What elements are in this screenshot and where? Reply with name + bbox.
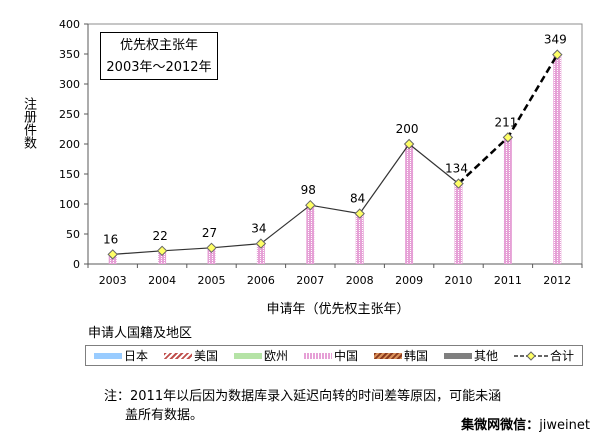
total-label-2009: 200	[396, 122, 419, 136]
chart: 0 50 100 150 200 250 300 350 400 2003 2004 2005 2006…	[59, 18, 583, 287]
china-bar-2012	[553, 54, 562, 264]
total-marker-2003	[107, 249, 118, 260]
y-axis-title: 注册件数	[21, 97, 36, 149]
y-tick-label-50: 50	[66, 228, 80, 241]
x-tick-label-2004: 2004	[148, 274, 176, 287]
total-label-2006: 34	[251, 222, 266, 236]
total-label-2008: 84	[350, 192, 365, 206]
credit-label: 集微网微信：	[461, 418, 540, 433]
total-marker-2010	[453, 178, 464, 189]
total-marker-2007	[305, 199, 316, 211]
legend-swatch-other	[443, 352, 472, 359]
total-marker-2011	[502, 132, 514, 143]
legend-label-korea: 韩国	[403, 349, 428, 363]
legend-swatch-europe	[233, 352, 262, 359]
legend-item-china: 中国	[303, 347, 358, 364]
y-tick-label-0: 0	[73, 258, 80, 271]
diamond-marker-icon	[526, 350, 536, 361]
y-tick-label-250: 250	[59, 108, 80, 121]
legend-label-europe: 欧州	[263, 349, 288, 363]
china-bar-2006	[256, 243, 265, 264]
total-label-2011: 211	[494, 115, 517, 129]
total-label-2007: 98	[301, 183, 316, 197]
legend-swatch-usa	[163, 352, 192, 359]
total-line-solid	[112, 143, 459, 255]
legend-item-usa: 美国	[163, 347, 218, 364]
total-label-2003: 16	[103, 232, 118, 246]
legend-label-china: 中国	[333, 349, 358, 363]
x-tick-label-2006: 2006	[247, 274, 275, 287]
total-marker-2008	[354, 208, 365, 219]
legend-label-usa: 美国	[193, 349, 218, 363]
total-marker-2005	[206, 242, 217, 254]
china-bar-2004	[158, 250, 167, 264]
legend-swatch-china	[303, 352, 332, 359]
y-tick-label-200: 200	[59, 138, 80, 151]
footnote-line-2: 盖所有数据。	[125, 408, 204, 423]
x-tick-label-2010: 2010	[445, 274, 473, 287]
china-bar-2011	[503, 137, 512, 264]
x-tick-label-2012: 2012	[543, 274, 571, 287]
legend-item-other: 其他	[443, 347, 498, 364]
y-tick-label-300: 300	[59, 78, 80, 91]
total-marker-2006	[255, 238, 267, 249]
x-tick-label-2011: 2011	[494, 274, 522, 287]
legend-label-japan: 日本	[123, 349, 148, 363]
legend-swatch-total	[513, 350, 548, 361]
legend-label-total: 合计	[549, 349, 574, 363]
x-axis-title: 申请年（优先权主张年）	[266, 302, 410, 317]
legend-item-japan: 日本	[93, 347, 148, 364]
total-label-2012: 349	[544, 33, 567, 47]
total-label-2010: 134	[445, 162, 468, 176]
legend-item-korea: 韩国	[373, 347, 428, 364]
source-credit: 集微网微信：jiweinet	[461, 414, 590, 433]
china-bar-2009	[405, 144, 414, 264]
x-tick-label-2007: 2007	[296, 274, 324, 287]
china-bar-2010	[454, 183, 463, 264]
credit-handle: jiweinet	[539, 418, 590, 433]
legend-item-europe: 欧州	[233, 347, 288, 364]
china-bar-2005	[207, 247, 216, 264]
china-bar-2008	[355, 213, 364, 264]
china-bar-2007	[306, 205, 315, 264]
x-tick-label-2005: 2005	[198, 274, 226, 287]
period-box: 优先权主张年 2003年～2012年	[100, 32, 218, 80]
total-marker-2009	[403, 138, 415, 150]
y-tick-label-100: 100	[59, 198, 80, 211]
period-box-title: 优先权主张年	[119, 38, 198, 53]
legend-label-other: 其他	[473, 349, 498, 363]
x-tick-label-2009: 2009	[395, 274, 423, 287]
total-label-2005: 27	[202, 226, 217, 240]
x-tick-label-2008: 2008	[346, 274, 374, 287]
y-tick-label-400: 400	[59, 18, 80, 31]
legend-title: 申请人国籍及地区	[88, 326, 193, 341]
y-tick-label-350: 350	[59, 48, 80, 61]
total-label-2004: 22	[152, 229, 167, 243]
legend-item-total: 合计	[513, 347, 574, 364]
total-marker-2004	[156, 245, 168, 257]
x-tick-label-2003: 2003	[99, 274, 127, 287]
period-box-range: 2003年～2012年	[106, 60, 212, 75]
footnote-line-1: 注：2011年以后因为数据库录入延迟向转的时间差等原因，可能未涵	[104, 389, 502, 404]
legend: 日本 美国 欧州 中国 韩国 其他 合计	[85, 345, 583, 366]
legend-swatch-japan	[93, 352, 122, 359]
total-marker-2012	[552, 49, 563, 60]
legend-swatch-korea	[373, 352, 402, 359]
y-tick-label-150: 150	[59, 168, 80, 181]
